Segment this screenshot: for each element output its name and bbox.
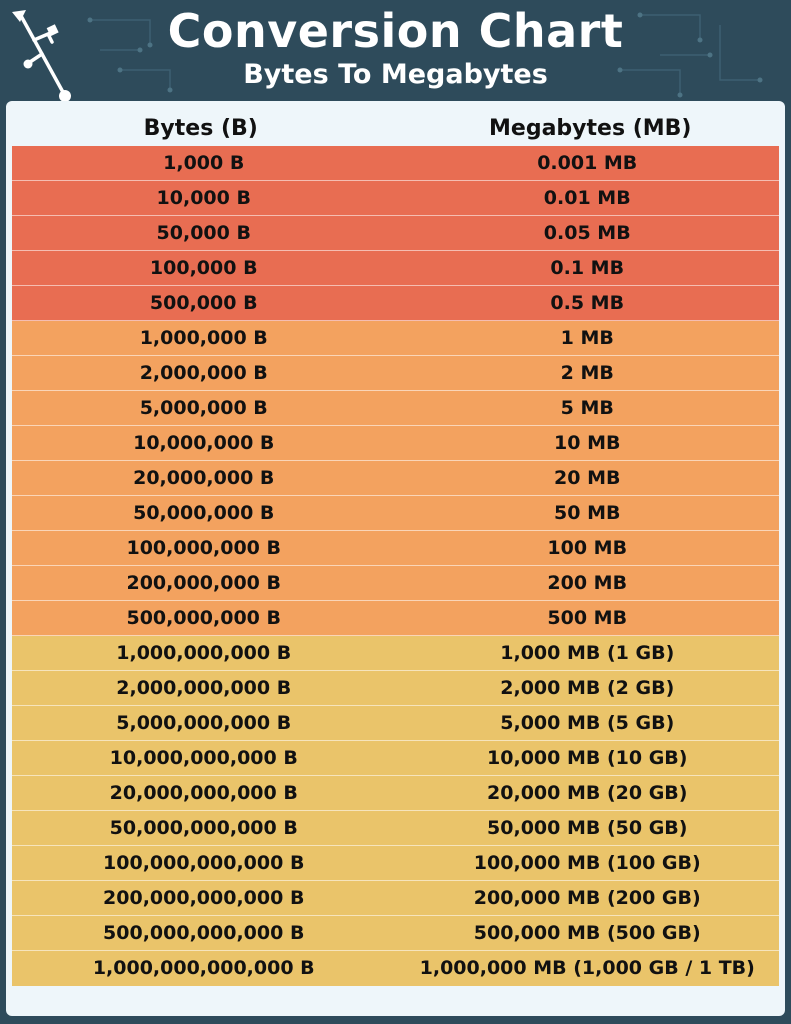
table-row: 500,000,000 B 500 MB xyxy=(12,601,779,636)
bytes-cell: 500,000 B xyxy=(149,292,258,314)
table-row: 1,000 B 0.001 MB xyxy=(12,146,779,181)
table-row: 2,000,000 B 2 MB xyxy=(12,356,779,391)
bytes-cell: 10,000,000 B xyxy=(133,432,275,454)
megabytes-cell: 2 MB xyxy=(560,362,614,384)
bytes-cell: 100,000,000 B xyxy=(126,537,281,559)
table-row: 200,000,000,000 B 200,000 MB (200 GB) xyxy=(12,881,779,916)
megabytes-cell: 0.1 MB xyxy=(550,257,625,279)
table-row: 500,000,000,000 B 500,000 MB (500 GB) xyxy=(12,916,779,951)
bytes-cell: 2,000,000 B xyxy=(139,362,268,384)
megabytes-cell: 10,000 MB (10 GB) xyxy=(487,747,688,769)
bytes-cell: 200,000,000,000 B xyxy=(103,887,305,909)
table-row: 100,000 B 0.1 MB xyxy=(12,251,779,286)
megabytes-cell: 1 MB xyxy=(560,327,614,349)
bytes-cell: 1,000 B xyxy=(163,152,245,174)
table-row: 50,000,000,000 B 50,000 MB (50 GB) xyxy=(12,811,779,846)
megabytes-cell: 20 MB xyxy=(554,467,621,489)
circuit-pattern xyxy=(87,12,763,98)
megabytes-cell: 10 MB xyxy=(554,432,621,454)
bytes-cell: 1,000,000,000 B xyxy=(116,642,292,664)
table-row: 50,000,000 B 50 MB xyxy=(12,496,779,531)
table-row: 2,000,000,000 B 2,000 MB (2 GB) xyxy=(12,671,779,706)
megabytes-cell: 5 MB xyxy=(560,397,614,419)
bytes-cell: 100,000 B xyxy=(149,257,258,279)
bytes-cell: 5,000,000,000 B xyxy=(116,712,292,734)
megabytes-cell: 0.01 MB xyxy=(543,187,631,209)
bytes-cell: 1,000,000 B xyxy=(139,327,268,349)
bytes-cell: 50,000,000,000 B xyxy=(109,817,298,839)
bytes-cell: 2,000,000,000 B xyxy=(116,677,292,699)
megabytes-cell: 1,000 MB (1 GB) xyxy=(500,642,675,664)
megabytes-cell: 50 MB xyxy=(554,502,621,524)
column-header-megabytes: Megabytes (MB) xyxy=(489,116,692,141)
table-row: 50,000 B 0.05 MB xyxy=(12,216,779,251)
megabytes-cell: 0.5 MB xyxy=(550,292,625,314)
megabytes-cell: 5,000 MB (5 GB) xyxy=(500,712,675,734)
table-row: 10,000,000 B 10 MB xyxy=(12,426,779,461)
page-subtitle: Bytes To Megabytes xyxy=(243,59,548,90)
bytes-cell: 20,000,000,000 B xyxy=(109,782,298,804)
table-row: 5,000,000 B 5 MB xyxy=(12,391,779,426)
megabytes-cell: 50,000 MB (50 GB) xyxy=(487,817,688,839)
bytes-cell: 1,000,000,000,000 B xyxy=(92,957,315,979)
table-row: 100,000,000,000 B 100,000 MB (100 GB) xyxy=(12,846,779,881)
table-row: 5,000,000,000 B 5,000 MB (5 GB) xyxy=(12,706,779,741)
bytes-cell: 10,000 B xyxy=(156,187,251,209)
bytes-cell: 500,000,000 B xyxy=(126,607,281,629)
megabytes-cell: 200 MB xyxy=(547,572,628,594)
megabytes-cell: 2,000 MB (2 GB) xyxy=(500,677,675,699)
table-row: 1,000,000 B 1 MB xyxy=(12,321,779,356)
megabytes-cell: 500,000 MB (500 GB) xyxy=(473,922,701,944)
page-title: Conversion Chart xyxy=(167,4,624,58)
bytes-cell: 50,000,000 B xyxy=(133,502,275,524)
megabytes-cell: 500 MB xyxy=(547,607,628,629)
megabytes-cell: 1,000,000 MB (1,000 GB / 1 TB) xyxy=(419,957,755,979)
table-row: 10,000 B 0.01 MB xyxy=(12,181,779,216)
megabytes-cell: 0.05 MB xyxy=(543,222,631,244)
megabytes-cell: 0.001 MB xyxy=(537,152,638,174)
bytes-cell: 50,000 B xyxy=(156,222,251,244)
column-header-bytes: Bytes (B) xyxy=(143,116,258,141)
table-row: 200,000,000 B 200 MB xyxy=(12,566,779,601)
bytes-cell: 10,000,000,000 B xyxy=(109,747,298,769)
table-row: 1,000,000,000 B 1,000 MB (1 GB) xyxy=(12,636,779,671)
bytes-cell: 200,000,000 B xyxy=(126,572,281,594)
bytes-cell: 20,000,000 B xyxy=(133,467,275,489)
megabytes-cell: 20,000 MB (20 GB) xyxy=(487,782,688,804)
usb-icon xyxy=(12,10,71,102)
conversion-table: 1,000 B 0.001 MB 10,000 B 0.01 MB 50,000 B 0.… xyxy=(12,146,779,986)
table-row: 20,000,000 B 20 MB xyxy=(12,461,779,496)
table-row: 20,000,000,000 B 20,000 MB (20 GB) xyxy=(12,776,779,811)
megabytes-cell: 100,000 MB (100 GB) xyxy=(473,852,701,874)
table-header: Bytes (B) Megabytes (MB) xyxy=(6,111,785,147)
bytes-cell: 100,000,000,000 B xyxy=(103,852,305,874)
megabytes-cell: 100 MB xyxy=(547,537,628,559)
table-row: 10,000,000,000 B 10,000 MB (10 GB) xyxy=(12,741,779,776)
bytes-cell: 500,000,000,000 B xyxy=(103,922,305,944)
table-row: 500,000 B 0.5 MB xyxy=(12,286,779,321)
table-row: 1,000,000,000,000 B 1,000,000 MB (1,000 G… xyxy=(12,951,779,986)
table-row: 100,000,000 B 100 MB xyxy=(12,531,779,566)
bytes-cell: 5,000,000 B xyxy=(139,397,268,419)
megabytes-cell: 200,000 MB (200 GB) xyxy=(473,887,701,909)
